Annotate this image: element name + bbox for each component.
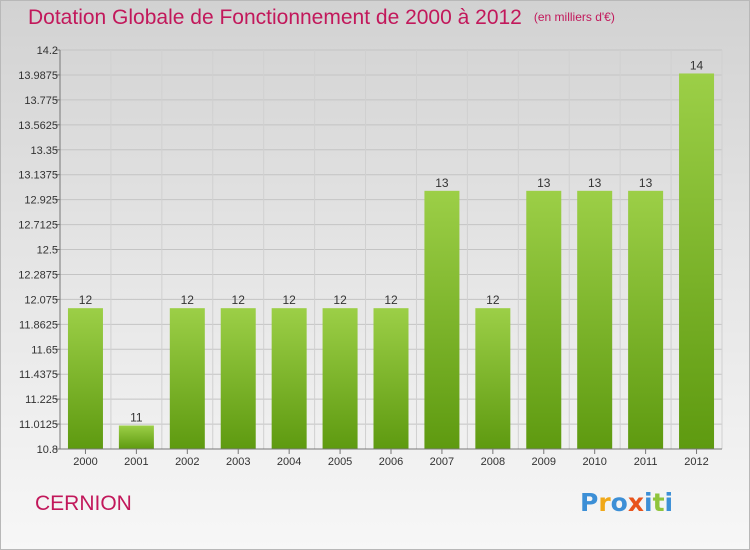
y-tick-label: 13.9875 — [18, 70, 58, 82]
value-label: 12 — [181, 293, 195, 307]
y-tick-label: 10.8 — [37, 444, 58, 456]
y-tick-label: 12.925 — [24, 195, 58, 207]
bars — [67, 73, 715, 450]
value-label: 13 — [537, 176, 551, 190]
x-tick-label: 2011 — [634, 456, 658, 468]
bar-2006 — [373, 308, 409, 449]
x-tick-label: 2006 — [379, 456, 403, 468]
y-tick-label: 11.225 — [25, 394, 58, 406]
commune-name: CERNION — [35, 492, 132, 515]
value-label: 14 — [690, 58, 704, 72]
x-tick-label: 2005 — [328, 456, 352, 468]
y-tick-label: 12.5 — [37, 245, 58, 257]
bar-2012 — [679, 73, 715, 450]
y-tick-label: 12.075 — [24, 294, 58, 306]
bar-2010 — [577, 190, 613, 449]
bar-2001 — [118, 425, 154, 449]
bar-2005 — [322, 308, 358, 449]
value-label: 13 — [639, 176, 653, 190]
value-label: 12 — [232, 293, 246, 307]
x-tick-label: 2002 — [175, 456, 199, 468]
value-label: 11 — [130, 411, 143, 425]
value-label: 12 — [384, 293, 398, 307]
bar-2007 — [424, 190, 460, 449]
y-tick-label: 11.0125 — [19, 419, 58, 431]
value-label: 13 — [435, 176, 449, 190]
y-tick-label: 11.65 — [31, 344, 58, 356]
bar-2008 — [475, 308, 511, 449]
y-tick-label: 13.775 — [24, 95, 58, 107]
unit-label: (en milliers d'€) — [533, 10, 615, 24]
bar-2002 — [169, 308, 205, 449]
value-label: 12 — [79, 293, 93, 307]
y-tick-label: 11.4375 — [19, 369, 58, 381]
value-label: 12 — [282, 293, 296, 307]
bar-2004 — [271, 308, 307, 449]
x-tick-label: 2004 — [277, 456, 301, 468]
y-tick-label: 14.2 — [37, 45, 58, 57]
y-tick-label: 13.5625 — [18, 120, 58, 132]
chart-title: Dotation Globale de Fonctionnement de 20… — [28, 6, 615, 30]
x-tick-label: 2009 — [532, 456, 556, 468]
labels: 10.8 11.0125 11.225 11.4375 11.65 11.8625 12.0… — [18, 45, 709, 468]
x-tick-label: 2010 — [582, 456, 606, 468]
bar-2011 — [628, 190, 664, 449]
x-tick-label: 2007 — [430, 456, 454, 468]
y-tick-label: 11.8625 — [19, 319, 58, 331]
logo-letter: t — [652, 488, 665, 517]
x-tick-label: 2012 — [684, 456, 708, 468]
value-label: 13 — [588, 176, 602, 190]
y-tick-label: 13.1375 — [18, 170, 58, 182]
value-label: 12 — [486, 293, 500, 307]
bar-2003 — [220, 308, 256, 449]
logo-letter: i — [644, 488, 653, 517]
title-text: Dotation Globale de Fonctionnement de 20… — [28, 6, 522, 29]
x-tick-label: 2003 — [226, 456, 250, 468]
logo-letter: r — [598, 488, 611, 517]
y-tick-label: 12.7125 — [18, 220, 58, 232]
y-tick-label: 12.2875 — [18, 269, 58, 281]
proxiti-logo: Proxiti — [580, 488, 673, 517]
y-tick-label: 13.35 — [30, 145, 58, 157]
bar-2009 — [526, 190, 562, 449]
logo-letter: o — [610, 488, 628, 517]
value-label: 12 — [333, 293, 347, 307]
x-tick-label: 2008 — [481, 456, 505, 468]
logo-letter: P — [580, 488, 599, 517]
axes — [55, 49, 722, 454]
bar-2000 — [67, 308, 103, 449]
logo-letter: i — [664, 488, 674, 517]
x-tick-label: 2001 — [124, 456, 148, 468]
x-tick-label: 2000 — [73, 456, 97, 468]
logo-letter: x — [627, 488, 644, 517]
